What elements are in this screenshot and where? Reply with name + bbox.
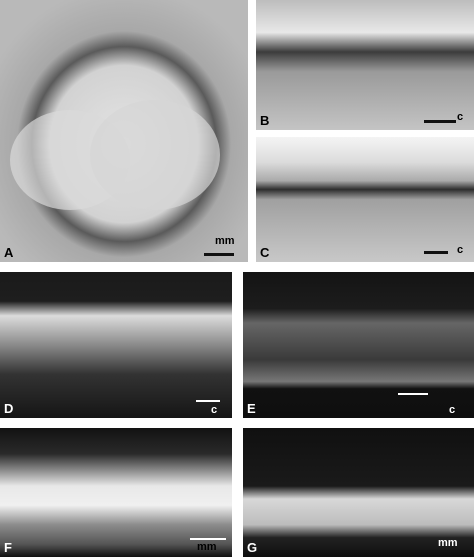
scale-label: mm xyxy=(438,537,458,549)
panel-c: C c xyxy=(256,137,474,262)
scale-bar xyxy=(204,253,234,256)
micrograph xyxy=(256,137,474,262)
scale-bar xyxy=(424,251,448,254)
scale-bar xyxy=(190,538,226,540)
scale-label: c xyxy=(457,244,463,256)
scale-label: c xyxy=(211,404,217,416)
panel-b: B c xyxy=(256,0,474,130)
micrograph xyxy=(0,428,232,557)
micrograph xyxy=(256,0,474,130)
scale-bar xyxy=(398,393,428,395)
micrograph xyxy=(243,272,474,418)
panel-letter: D xyxy=(4,401,13,416)
panel-letter: F xyxy=(4,540,12,555)
keratin-pearl xyxy=(90,100,220,210)
panel-e: E c xyxy=(243,272,474,418)
scale-label: mm xyxy=(215,235,235,247)
panel-d: D c xyxy=(0,272,232,418)
scale-bar xyxy=(196,400,220,402)
panel-letter: G xyxy=(247,540,257,555)
panel-g: G mm xyxy=(243,428,474,557)
panel-letter: E xyxy=(247,401,256,416)
panel-a: A mm xyxy=(0,0,248,262)
panel-letter: B xyxy=(260,113,269,128)
scale-label: c xyxy=(457,111,463,123)
scale-label: c xyxy=(449,404,455,416)
scale-label: mm xyxy=(197,541,217,553)
panel-letter: C xyxy=(260,245,270,260)
scale-bar xyxy=(424,120,456,123)
micrograph xyxy=(0,272,232,418)
panel-letter: A xyxy=(4,245,14,260)
panel-f: F mm xyxy=(0,428,232,557)
micrograph xyxy=(243,428,474,557)
